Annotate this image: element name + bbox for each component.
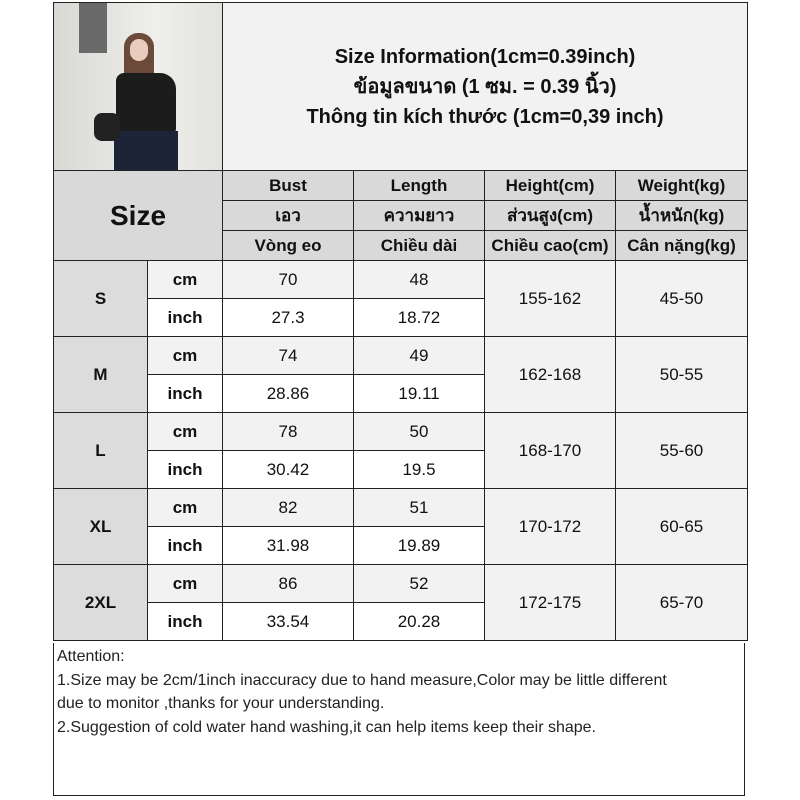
- col-header-height: Height(cm): [484, 170, 616, 201]
- table-row-l-cm: L cm 78 50 168-170 55-60: [53, 412, 749, 489]
- col-header-bust-vi: Vòng eo: [222, 230, 354, 261]
- col-header-bust: Bust: [222, 170, 354, 201]
- size-label: S: [53, 260, 148, 337]
- table-row-m-cm: M cm 74 49 162-168 50-55: [53, 336, 749, 413]
- attention-notes: Attention: 1.Size may be 2cm/1inch inacc…: [53, 643, 745, 796]
- length-cm: 48: [353, 260, 485, 299]
- table-row-2xl-cm: 2XL cm 86 52 172-175 65-70: [53, 564, 749, 641]
- height-range: 168-170: [484, 412, 616, 489]
- notes-heading: Attention:: [57, 648, 125, 665]
- table-row-s-inch: inch 27.3 18.72: [54, 298, 748, 337]
- bust-inch: 28.86: [222, 374, 354, 413]
- note-line: 1.Size may be 2cm/1inch inaccuracy due t…: [57, 671, 667, 689]
- note-line: due to monitor ,thanks for your understa…: [57, 695, 385, 712]
- col-header-height-vi: Chiều cao(cm): [484, 230, 616, 261]
- col-header-length-vi: Chiều dài: [353, 230, 485, 261]
- table-row-2xl-inch: inch 33.54 20.28: [54, 602, 748, 641]
- col-header-height-thai: ส่วนสูง(cm): [484, 200, 616, 231]
- unit-cm: cm: [147, 488, 223, 527]
- length-inch: 19.89: [353, 526, 485, 565]
- bust-inch: 27.3: [222, 298, 354, 337]
- unit-cm: cm: [147, 260, 223, 299]
- length-cm: 50: [353, 412, 485, 451]
- table-row-m-inch: inch 28.86 19.11: [54, 374, 748, 413]
- length-inch: 18.72: [353, 298, 485, 337]
- height-range: 155-162: [484, 260, 616, 337]
- size-label: M: [53, 336, 148, 413]
- col-header-bust-thai: เอว: [222, 200, 354, 231]
- col-header-weight-thai: น้ำหนัก(kg): [614, 200, 749, 231]
- size-header: Size: [53, 170, 223, 261]
- length-inch: 19.11: [353, 374, 485, 413]
- bust-cm: 86: [222, 564, 354, 603]
- col-header-length-thai: ความยาว: [353, 200, 485, 231]
- bust-inch: 31.98: [222, 526, 354, 565]
- size-label: L: [53, 412, 148, 489]
- bust-cm: 70: [222, 260, 354, 299]
- length-inch: 19.5: [353, 450, 485, 489]
- weight-range: 55-60: [614, 412, 749, 489]
- unit-cm: cm: [147, 564, 223, 603]
- size-chart: Size Information(1cm=0.39inch) ข้อมูลขนา…: [53, 2, 749, 641]
- weight-range: 65-70: [614, 564, 749, 641]
- bust-cm: 74: [222, 336, 354, 375]
- bust-inch: 33.54: [222, 602, 354, 641]
- unit-cm: cm: [147, 336, 223, 375]
- unit-inch: inch: [147, 374, 223, 413]
- unit-inch: inch: [147, 602, 223, 641]
- table-row-l-inch: inch 30.42 19.5: [54, 450, 748, 489]
- height-range: 170-172: [484, 488, 616, 565]
- col-header-weight-vi: Cân nặng(kg): [614, 230, 749, 261]
- product-photo: [53, 2, 223, 171]
- table-row-xl-cm: XL cm 82 51 170-172 60-65: [53, 488, 749, 565]
- weight-range: 60-65: [614, 488, 749, 565]
- height-range: 172-175: [484, 564, 616, 641]
- unit-inch: inch: [147, 450, 223, 489]
- size-label: XL: [53, 488, 148, 565]
- length-cm: 51: [353, 488, 485, 527]
- unit-inch: inch: [147, 298, 223, 337]
- length-cm: 52: [353, 564, 485, 603]
- size-info-title: Size Information(1cm=0.39inch) ข้อมูลขนา…: [221, 2, 749, 171]
- bust-cm: 78: [222, 412, 354, 451]
- weight-range: 50-55: [614, 336, 749, 413]
- weight-range: 45-50: [614, 260, 749, 337]
- size-table: Size Information(1cm=0.39inch) ข้อมูลขนา…: [53, 2, 749, 641]
- length-inch: 20.28: [353, 602, 485, 641]
- title-thai: ข้อมูลขนาด (1 ซม. = 0.39 นิ้ว): [353, 75, 617, 98]
- title-vietnamese: Thông tin kích thước (1cm=0,39 inch): [306, 105, 664, 128]
- bust-inch: 30.42: [222, 450, 354, 489]
- note-line: 2.Suggestion of cold water hand washing,…: [57, 718, 596, 736]
- bust-cm: 82: [222, 488, 354, 527]
- col-header-length: Length: [353, 170, 485, 201]
- unit-inch: inch: [147, 526, 223, 565]
- table-row-xl-inch: inch 31.98 19.89: [54, 526, 748, 565]
- size-label: 2XL: [53, 564, 148, 641]
- unit-cm: cm: [147, 412, 223, 451]
- length-cm: 49: [353, 336, 485, 375]
- title-english: Size Information(1cm=0.39inch): [334, 45, 636, 68]
- col-header-weight: Weight(kg): [614, 170, 749, 201]
- table-row-s-cm: S cm 70 48 155-162 45-50: [53, 260, 749, 337]
- height-range: 162-168: [484, 336, 616, 413]
